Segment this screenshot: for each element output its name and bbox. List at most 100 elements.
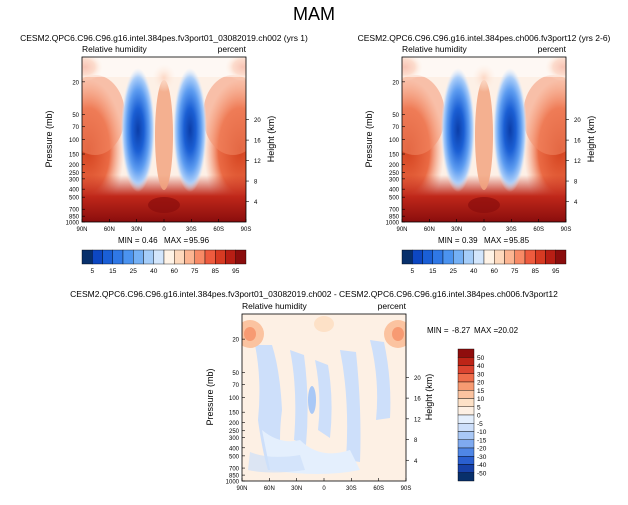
colorbar-diff-swatch — [457, 373, 475, 383]
panel-1-xtick-label: 30S — [186, 227, 197, 233]
colorbar-diff-swatch — [457, 365, 475, 374]
colorbar-diff-label: 0 — [477, 413, 481, 420]
panel-3-ytick-label: 1000 — [226, 480, 240, 486]
panel-3-height-tick-label: 8 — [414, 438, 418, 444]
panel-2-ytick-label: 700 — [389, 208, 400, 214]
colorbar-label: 15 — [429, 268, 437, 275]
colorbar-diff-label: 20 — [477, 380, 485, 387]
panel-1-xtick-label: 60S — [213, 227, 224, 233]
panel-3-xtick-label: 60N — [264, 486, 275, 492]
panel-3-xtick-label: 30N — [291, 486, 302, 492]
panel-1-min: 0.46 — [142, 236, 158, 245]
colorbar-label: 5 — [410, 268, 414, 275]
colorbar-swatch — [442, 249, 454, 265]
panel-3-ytick-label: 700 — [229, 467, 240, 473]
colorbar-swatch — [225, 249, 236, 265]
colorbar-swatch — [81, 249, 93, 265]
panel-3-ytick-label: 400 — [229, 446, 240, 452]
colorbar-diff-label: -20 — [477, 446, 487, 453]
panel-3-height-tick-label: 4 — [414, 459, 418, 465]
panel-3-height-tick-label: 12 — [414, 417, 421, 423]
panel-1-ytick-label: 100 — [69, 138, 80, 144]
colorbar-diff-swatch — [457, 381, 475, 391]
panel-1-ylabel-right: Height (km) — [266, 116, 276, 163]
colorbar-diff-swatch — [457, 390, 475, 399]
colorbar-swatch — [545, 249, 556, 265]
panel-1-title: CESM2.QPC6.C96.C96.g16.intel.384pes.fv3p… — [20, 33, 308, 43]
colorbar-label: 40 — [470, 268, 478, 275]
panel-3-ytick-label: 300 — [229, 436, 240, 442]
panel-3-ytick-label: 250 — [229, 429, 240, 435]
panel-1-height-tick-label: 16 — [254, 139, 261, 145]
colorbar-swatch — [524, 249, 536, 265]
panel-3-max-label: MAX = — [474, 326, 499, 335]
colorbar-diff-label: 40 — [477, 363, 485, 370]
panel-1-field — [82, 57, 246, 222]
colorbar-diff-label: 50 — [477, 355, 485, 362]
panel-3-ytick-label: 500 — [229, 454, 240, 460]
colorbar-label: 75 — [511, 268, 519, 275]
panel-3-ytick-label: 200 — [229, 421, 240, 427]
colorbar-diff-label: 5 — [477, 404, 481, 411]
colorbar-label: 25 — [130, 268, 138, 275]
panel-1-xtick-label: 0 — [162, 227, 166, 233]
colorbar-panel-1: 5 15 25 40 60 75 85 95 — [81, 249, 247, 275]
colorbar-label: 5 — [90, 268, 94, 275]
panel-1-xtick-label: 30N — [131, 227, 142, 233]
colorbar-diff-label: 10 — [477, 396, 485, 403]
panel-3-xtick-label: 60S — [373, 486, 384, 492]
panel-2-ytick-label: 850 — [389, 215, 400, 221]
panel-3-ylabel: Pressure (mb) — [205, 368, 215, 425]
colorbar-diff-label: -30 — [477, 454, 487, 461]
colorbar-swatch — [174, 249, 185, 265]
colorbar-swatch — [92, 249, 103, 265]
colorbar-swatch — [143, 249, 154, 265]
panel-1-ytick-label: 50 — [72, 113, 79, 119]
panel-1-ytick-label: 70 — [72, 125, 79, 131]
panel-3-units-label: percent — [378, 301, 407, 311]
panel-3-xtick-label: 30S — [346, 486, 357, 492]
panel-3-ytick-label: 100 — [229, 396, 240, 402]
colorbar-swatch — [153, 249, 165, 265]
panel-1: CESM2.QPC6.C96.C96.g16.intel.384pes.fv3p… — [20, 33, 308, 245]
panel-1-xtick-label: 60N — [104, 227, 115, 233]
colorbar-swatch — [494, 249, 505, 265]
panel-2-ytick-label: 50 — [392, 113, 399, 119]
colorbar-diff-label: -50 — [477, 470, 487, 477]
panel-1-ytick-label: 150 — [69, 153, 80, 159]
colorbar-label: 85 — [212, 268, 220, 275]
panel-3-ytick-label: 70 — [232, 383, 239, 389]
colorbar-swatch — [401, 249, 413, 265]
colorbar-label: 75 — [191, 268, 199, 275]
panel-2-ytick-label: 200 — [389, 163, 400, 169]
panel-2-ytick-label: 70 — [392, 125, 399, 131]
panel-1-units-label: percent — [218, 44, 247, 54]
panel-1-ytick-label: 850 — [69, 215, 80, 221]
colorbar-diff-label: 30 — [477, 371, 485, 378]
panel-2-height-tick-label: 12 — [574, 159, 581, 165]
panel-2-min: 0.39 — [462, 236, 478, 245]
panel-2-height-tick-label: 4 — [574, 200, 578, 206]
colorbar-swatch — [514, 249, 526, 265]
panel-2-ytick-label: 300 — [389, 177, 400, 183]
panel-1-ytick-label: 300 — [69, 177, 80, 183]
colorbar-diff-swatch — [457, 414, 475, 424]
panel-1-ytick-label: 700 — [69, 208, 80, 214]
colorbar-diff-swatch — [457, 423, 475, 432]
panel-3-ylabel-right: Height (km) — [424, 374, 434, 421]
panel-3-min: -8.27 — [452, 326, 471, 335]
panel-2-ytick-label: 20 — [392, 80, 399, 86]
page-title: MAM — [293, 4, 335, 24]
panel-3-height-tick-label: 16 — [414, 397, 421, 403]
panel-3: CESM2.QPC6.C96.C96.g16.intel.384pes.fv3p… — [70, 289, 558, 492]
panel-2-xtick-label: 0 — [482, 227, 486, 233]
panel-2-xtick-label: 60N — [424, 227, 435, 233]
colorbar-label: 25 — [450, 268, 458, 275]
panel-1-stats: MIN = 0.46 MAX = 95.96 — [118, 236, 210, 245]
panel-2-xtick-label: 30S — [506, 227, 517, 233]
panel-1-ytick-label: 20 — [72, 80, 79, 86]
panel-1-xtick-label: 90N — [76, 227, 87, 233]
colorbar-diff-swatch — [457, 447, 475, 457]
